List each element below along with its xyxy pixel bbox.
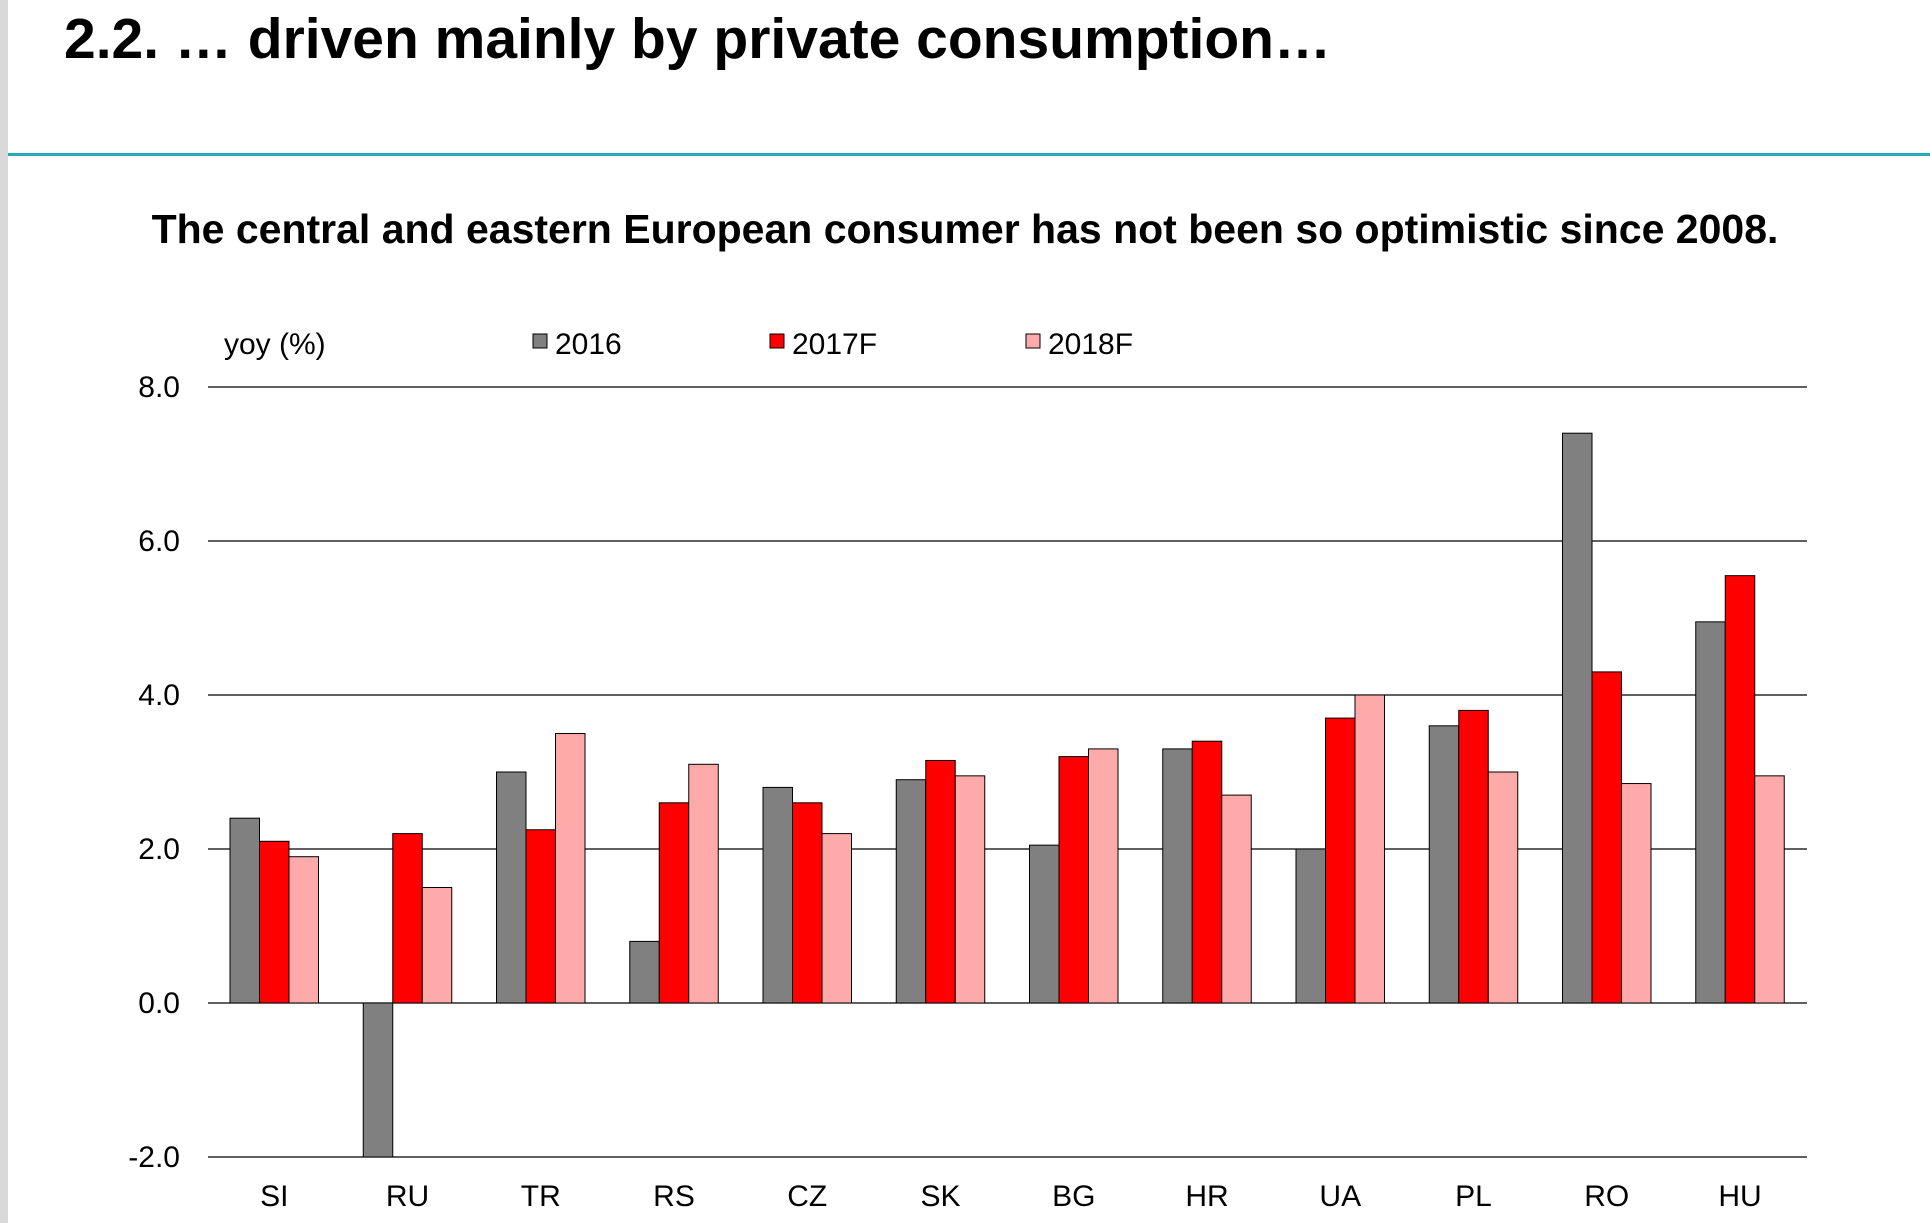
legend-label: 2017F — [792, 328, 877, 361]
y-tick-label: 0.0 — [138, 987, 180, 1020]
bar-2018F-HU — [1754, 775, 1785, 1004]
y-tick-label: 8.0 — [138, 371, 180, 404]
bar-2016-UA — [1295, 848, 1326, 1004]
bar-2016-SK — [895, 779, 927, 1004]
bar-2017F-PL — [1458, 709, 1489, 1004]
title-divider — [8, 153, 1930, 156]
bar-2016-BG — [1029, 844, 1060, 1004]
bar-2016-RU — [362, 1002, 394, 1158]
x-tick-label: BG — [1052, 1180, 1095, 1213]
bar-2016-RO — [1562, 432, 1593, 1004]
x-tick-label: RS — [653, 1180, 695, 1213]
y-tick-label: -2.0 — [128, 1141, 180, 1174]
x-tick-label: UA — [1319, 1180, 1361, 1213]
bar-2016-SI — [229, 817, 260, 1004]
legend-swatch-2016 — [532, 333, 548, 349]
legend-label: 2018F — [1048, 328, 1133, 361]
bar-2017F-CZ — [792, 802, 823, 1004]
bar-2018F-RS — [688, 763, 719, 1004]
y-axis-ticks: 8.0 6.0 4.0 2.0 0.0 -2.0 — [128, 371, 180, 1174]
bar-2017F-HU — [1724, 575, 1756, 1004]
x-axis-ticks: SI RU TR RS CZ SK BG HR UA PL RO HU — [260, 1180, 1762, 1213]
bar-2018F-SI — [288, 856, 319, 1004]
x-tick-label: SK — [920, 1180, 960, 1213]
legend: 2016 2017F 2018F — [532, 328, 1133, 361]
x-tick-label: PL — [1455, 1180, 1492, 1213]
x-tick-label: HR — [1185, 1180, 1228, 1213]
y-tick-label: 2.0 — [138, 833, 180, 866]
bar-2018F-SK — [954, 775, 986, 1004]
bar-2018F-RU — [421, 887, 453, 1004]
bar-2018F-PL — [1487, 771, 1519, 1004]
y-tick-label: 4.0 — [138, 679, 180, 712]
bar-2018F-HR — [1221, 794, 1252, 1004]
slide-title: 2.2. … driven mainly by private consumpt… — [64, 7, 1331, 71]
x-tick-label: TR — [521, 1180, 561, 1213]
x-tick-label: RU — [386, 1180, 429, 1213]
bar-2017F-SK — [925, 759, 956, 1004]
y-axis-label: yoy (%) — [224, 328, 326, 361]
y-tick-label: 6.0 — [138, 525, 180, 558]
x-tick-label: HU — [1718, 1180, 1761, 1213]
x-tick-label: CZ — [787, 1180, 827, 1213]
bar-2016-PL — [1428, 725, 1460, 1004]
bar-2017F-RU — [392, 833, 423, 1004]
bars — [229, 432, 1785, 1158]
x-tick-label: SI — [260, 1180, 288, 1213]
bar-2017F-HR — [1191, 740, 1223, 1004]
bar-2018F-RO — [1621, 783, 1652, 1004]
bar-2016-RS — [629, 940, 660, 1004]
bar-2017F-RO — [1591, 671, 1622, 1004]
bar-2016-CZ — [762, 786, 793, 1004]
bar-2017F-TR — [525, 829, 556, 1004]
bar-2018F-CZ — [821, 833, 852, 1004]
slide-left-border — [0, 0, 8, 1223]
bar-2018F-BG — [1088, 748, 1119, 1004]
chart-subtitle: The central and eastern European consume… — [151, 206, 1779, 252]
bar-2017F-BG — [1058, 756, 1089, 1004]
bar-2017F-SI — [259, 840, 290, 1004]
bar-2017F-UA — [1325, 717, 1356, 1004]
bar-2016-HU — [1695, 621, 1726, 1004]
legend-label: 2016 — [555, 328, 622, 361]
bar-2018F-UA — [1354, 694, 1385, 1004]
bar-2018F-TR — [555, 733, 586, 1004]
gridlines — [208, 386, 1807, 1158]
legend-swatch-2018F — [1025, 333, 1041, 349]
legend-swatch-2017F — [769, 333, 785, 349]
bar-2016-HR — [1162, 748, 1193, 1004]
x-tick-label: RO — [1584, 1180, 1629, 1213]
bar-2017F-RS — [658, 802, 690, 1004]
bar-2016-TR — [496, 771, 527, 1004]
